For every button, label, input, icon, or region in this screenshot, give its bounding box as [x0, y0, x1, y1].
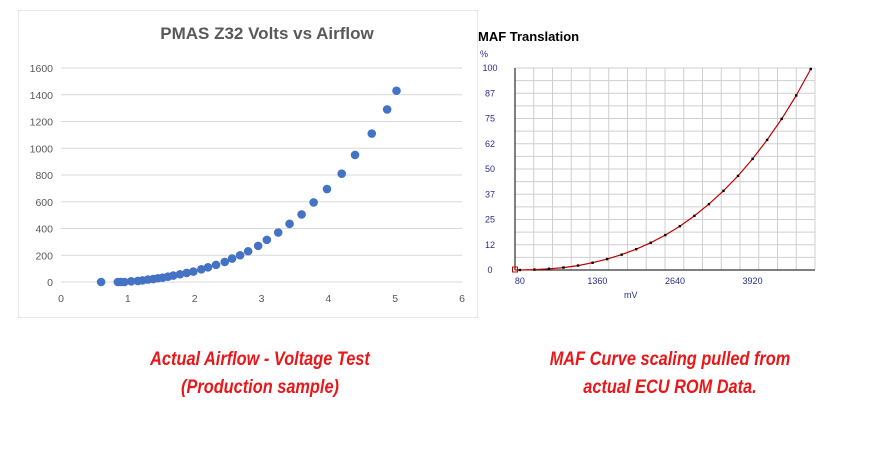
y-tick-label: 100: [482, 63, 497, 73]
caption-line: actual ECU ROM Data.: [583, 377, 757, 398]
data-point: [533, 268, 536, 271]
chart-title: PMAS Z32 Volts vs Airflow: [160, 24, 374, 43]
data-point: [350, 150, 360, 160]
data-point: [227, 254, 237, 263]
y-tick-label: 0: [487, 265, 492, 275]
x-tick-label: 5: [392, 293, 398, 305]
y-tick-label: 25: [485, 215, 495, 225]
y-tick-label: 1000: [30, 143, 54, 155]
data-point: [693, 214, 696, 218]
caption-airflow-test: Actual Airflow - Voltage Test (Productio…: [114, 346, 406, 402]
airflow-scatter-chart: PMAS Z32 Volts vs Airflow 0 200 400 600 800 1…: [18, 10, 478, 318]
data-point: [765, 138, 769, 142]
data-point: [297, 210, 306, 219]
series-line: [515, 68, 812, 271]
data-point: [253, 241, 263, 251]
data-point: [722, 189, 725, 193]
x-tick-label: 3: [259, 293, 265, 305]
data-point: [182, 268, 191, 278]
y-tick-label: 62: [485, 139, 495, 149]
data-point: [562, 266, 565, 269]
data-point: [262, 235, 272, 245]
y-unit-label: %: [480, 49, 488, 59]
y-tick-label: 200: [35, 250, 53, 262]
x-tick-label: 4: [325, 293, 331, 305]
y-tick-label: 1400: [30, 90, 54, 102]
data-point: [664, 233, 667, 237]
data-point: [235, 250, 245, 260]
data-point: [795, 94, 798, 97]
data-point: [189, 267, 198, 276]
chart-title: MAF Translation: [478, 29, 579, 44]
data-point: [96, 277, 106, 287]
y-tick-label: 12: [485, 240, 495, 250]
caption-line: MAF Curve scaling pulled from: [549, 349, 791, 370]
data-point: [126, 277, 136, 286]
data-point: [175, 269, 185, 279]
data-point: [736, 174, 740, 178]
caption-maf-curve: MAF Curve scaling pulled from actual ECU…: [524, 346, 816, 402]
data-point: [512, 266, 518, 273]
x-tick-label: 3920: [743, 276, 763, 286]
x-axis-label: mV: [624, 290, 638, 300]
data-point: [518, 268, 522, 272]
data-point: [751, 157, 754, 161]
data-point: [547, 267, 551, 270]
data-point: [649, 241, 652, 244]
y-tick-label: 0: [47, 277, 53, 289]
x-tick-label: 2: [192, 293, 198, 305]
x-tick-label: 1360: [587, 276, 607, 286]
y-tick-label: 800: [35, 170, 53, 182]
data-point: [337, 169, 347, 178]
data-point: [678, 224, 682, 228]
data-point: [382, 105, 392, 114]
data-point: [203, 262, 213, 272]
x-tick-label: 80: [515, 276, 525, 286]
data-point: [197, 264, 206, 274]
maf-translation-svg: MAF Translation % mV 0 12 25 37 50 62 75 87 100 8…: [478, 29, 816, 300]
data-point: [707, 202, 711, 206]
data-point: [605, 257, 609, 261]
caption-line: Actual Airflow - Voltage Test: [150, 349, 370, 370]
data-point: [322, 184, 332, 194]
data-point: [809, 67, 812, 71]
y-tick-label: 400: [35, 224, 53, 236]
data-point: [168, 271, 178, 280]
data-point: [309, 198, 318, 207]
x-tick-label: 1: [125, 293, 131, 305]
y-tick-label: 37: [485, 189, 495, 199]
y-tick-label: 1200: [30, 117, 54, 129]
x-tick-label: 6: [459, 293, 465, 305]
caption-line: (Production sample): [181, 377, 339, 398]
maf-translation-chart: MAF Translation % mV 0 12 25 37 50 62 75 87 100 8…: [478, 10, 818, 310]
data-point: [591, 261, 594, 264]
y-tick-label: 50: [485, 164, 495, 174]
data-point: [220, 257, 230, 267]
y-tick-label: 1600: [30, 63, 54, 75]
y-tick-label: 87: [485, 88, 495, 98]
y-tick-label: 600: [35, 197, 53, 209]
data-point: [285, 219, 294, 229]
data-point: [780, 117, 783, 121]
data-point: [635, 247, 638, 251]
data-point: [211, 260, 221, 270]
y-tick-label: 75: [485, 114, 495, 124]
x-tick-label: 0: [58, 293, 64, 305]
data-point: [273, 228, 283, 237]
x-tick-label: 2640: [665, 276, 685, 286]
data-point: [120, 277, 129, 287]
airflow-scatter-svg: PMAS Z32 Volts vs Airflow 0 200 400 600 800 1…: [30, 24, 465, 305]
data-point: [367, 129, 377, 138]
data-point: [392, 86, 401, 96]
data-point: [620, 253, 623, 256]
data-point: [243, 246, 253, 256]
data-point: [576, 264, 580, 267]
